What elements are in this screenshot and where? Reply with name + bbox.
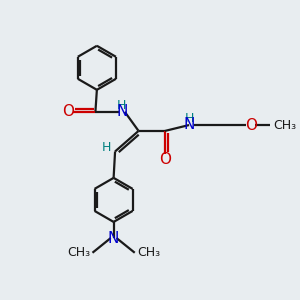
Text: CH₃: CH₃ bbox=[137, 246, 160, 259]
Text: H: H bbox=[117, 99, 127, 112]
Text: H: H bbox=[184, 112, 194, 125]
Text: O: O bbox=[62, 104, 74, 119]
Text: N: N bbox=[108, 231, 119, 246]
Text: CH₃: CH₃ bbox=[67, 246, 90, 259]
Text: O: O bbox=[245, 118, 257, 133]
Text: H: H bbox=[102, 141, 112, 154]
Text: N: N bbox=[116, 104, 128, 119]
Text: CH₃: CH₃ bbox=[273, 118, 296, 131]
Text: O: O bbox=[159, 152, 171, 167]
Text: N: N bbox=[183, 117, 195, 132]
